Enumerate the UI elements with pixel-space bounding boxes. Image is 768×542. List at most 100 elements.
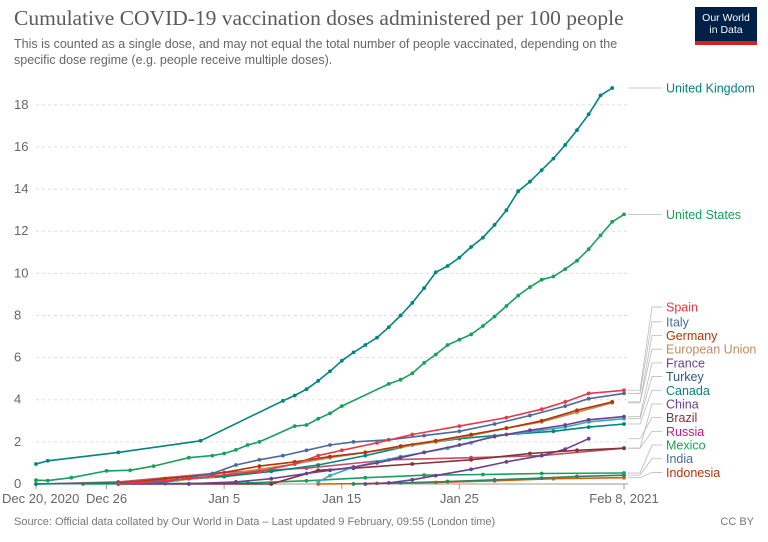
series-label-brazil: Brazil (666, 411, 697, 425)
series-label-italy: Italy (666, 315, 690, 329)
point-united-states-9 (234, 448, 238, 452)
point-mexico-4 (363, 475, 368, 480)
point-canada-11 (586, 425, 591, 429)
label-connector-mexico (628, 444, 662, 474)
point-united-states-29 (528, 285, 532, 289)
point-united-kingdom-16 (422, 286, 426, 290)
x-tick-label-2: Jan 5 (208, 491, 240, 506)
point-italy-8 (351, 440, 356, 444)
point-spain-3 (292, 462, 297, 466)
point-united-kingdom-10 (351, 350, 356, 355)
point-united-kingdom-15 (410, 301, 415, 305)
point-turkey-1 (328, 473, 332, 478)
y-tick-label-2: 2 (14, 434, 21, 449)
point-united-kingdom-27 (551, 156, 556, 161)
point-germany-8 (433, 438, 438, 443)
owid-logo[interactable]: Our World in Data (695, 7, 757, 45)
series-line-spain (118, 389, 625, 485)
point-france-12 (528, 428, 532, 433)
point-united-states-19 (410, 371, 415, 376)
point-united-kingdom-4 (281, 398, 285, 403)
point-united-states-24 (469, 332, 473, 337)
label-connector-france (628, 362, 662, 417)
point-china-2 (269, 482, 274, 486)
y-tick-label-6: 6 (14, 350, 21, 365)
point-united-states-37 (622, 212, 626, 217)
point-spain-6 (375, 441, 379, 445)
y-tick-label-0: 0 (14, 476, 21, 491)
point-india-5 (575, 474, 579, 479)
point-mexico-8 (622, 471, 626, 475)
point-brazil-2 (410, 477, 415, 482)
point-united-states-23 (457, 337, 462, 342)
point-united-states-12 (292, 424, 297, 428)
x-tick-label-1: Dec 26 (86, 491, 127, 506)
series-label-germany: Germany (666, 329, 718, 343)
series-label-european-union: European Union (666, 343, 756, 357)
point-canada-5 (316, 463, 321, 467)
logo-line-2: in Data (709, 24, 743, 36)
point-france-7 (375, 461, 379, 465)
point-united-kingdom-19 (457, 255, 462, 260)
license-link[interactable]: CC BY (720, 516, 754, 528)
series-label-spain: Spain (666, 301, 698, 315)
point-united-kingdom-20 (469, 245, 473, 249)
label-connector-spain (628, 306, 662, 391)
point-united-states-14 (316, 416, 321, 421)
point-united-kingdom-18 (445, 264, 450, 268)
point-mexico-7 (539, 471, 544, 476)
point-france-4 (304, 471, 309, 476)
point-spain-9 (504, 415, 509, 420)
x-tick-label-5: Feb 8, 2021 (589, 491, 658, 506)
point-united-kingdom-14 (398, 313, 403, 318)
point-united-states-7 (210, 453, 215, 458)
point-united-kingdom-23 (504, 208, 509, 213)
x-tick-label-0: Dec 20, 2020 (2, 491, 79, 506)
point-germany-13 (610, 400, 615, 404)
point-italy-10 (422, 433, 426, 438)
point-france-10 (457, 443, 462, 447)
point-italy-3 (234, 463, 238, 467)
point-italy-11 (457, 429, 462, 434)
chart-subtitle: This is counted as a single dose, and ma… (14, 37, 618, 67)
logo-line-1: Our World (702, 12, 750, 24)
y-tick-label-8: 8 (14, 307, 21, 322)
point-canada-12 (622, 422, 626, 426)
point-united-states-28 (516, 293, 521, 298)
point-italy-5 (281, 453, 285, 458)
series-line-france (118, 415, 625, 485)
point-united-kingdom-22 (492, 223, 497, 227)
point-spain-7 (410, 432, 415, 437)
point-brazil-1 (386, 481, 391, 485)
point-united-kingdom-12 (375, 335, 379, 340)
point-china-8 (575, 448, 579, 453)
point-united-kingdom-3 (198, 438, 203, 443)
point-china-7 (528, 451, 532, 456)
point-brazil-6 (539, 453, 544, 458)
point-united-states-25 (481, 324, 485, 328)
x-tick-label-3: Jan 15 (322, 491, 361, 506)
label-connector-germany (628, 335, 662, 403)
point-united-states-0 (34, 478, 38, 483)
label-connector-european-union (628, 348, 662, 404)
point-united-states-1 (45, 478, 50, 483)
point-united-states-6 (187, 455, 191, 460)
point-united-states-21 (433, 352, 438, 357)
point-italy-7 (328, 443, 332, 447)
point-united-states-8 (222, 451, 227, 456)
point-united-kingdom-24 (516, 189, 521, 194)
point-france-9 (422, 450, 426, 455)
point-germany-7 (398, 444, 403, 448)
point-united-states-10 (245, 443, 250, 447)
point-spain-12 (586, 391, 591, 396)
point-united-states-27 (504, 304, 509, 308)
point-united-states-34 (586, 247, 591, 252)
point-united-kingdom-2 (116, 450, 121, 455)
point-united-states-11 (257, 440, 262, 444)
source-note: Source: Official data collated by Our Wo… (14, 516, 496, 528)
label-connector-india (628, 458, 662, 476)
point-germany-6 (363, 450, 368, 455)
label-connector-canada (628, 389, 662, 425)
point-brazil-0 (363, 482, 368, 486)
point-france-13 (563, 423, 568, 427)
